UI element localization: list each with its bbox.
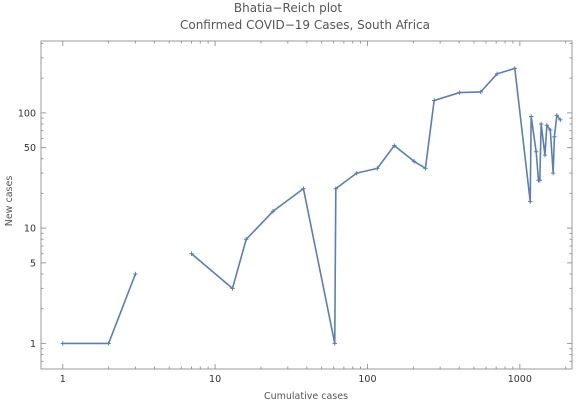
y-axis: 1 5 10 50 100 xyxy=(18,42,572,370)
data-point xyxy=(423,166,428,171)
series-layer xyxy=(60,66,563,346)
data-point xyxy=(558,117,563,123)
y-tick-label: 1 xyxy=(30,339,36,350)
data-point xyxy=(533,149,539,154)
x-tick-label: 1 xyxy=(60,374,66,385)
data-point xyxy=(552,134,557,139)
data-point xyxy=(431,98,437,103)
y-axis-label: New cases xyxy=(4,176,15,227)
data-point xyxy=(333,186,339,191)
data-point xyxy=(244,237,249,242)
data-point xyxy=(538,121,544,127)
x-axis: 1 10 100 1000 xyxy=(60,41,567,385)
data-point xyxy=(544,123,550,128)
y-tick-label: 5 xyxy=(30,258,36,269)
chart-subtitle: Confirmed COVID−19 Cases, South Africa xyxy=(180,18,430,32)
series-line xyxy=(62,273,137,345)
data-point xyxy=(230,286,235,291)
data-point xyxy=(512,66,518,71)
series-line xyxy=(190,67,561,345)
data-point xyxy=(332,341,337,346)
y-tick-label: 50 xyxy=(24,143,36,154)
x-tick-label: 1000 xyxy=(508,374,532,385)
data-point xyxy=(392,143,397,148)
data-point xyxy=(301,186,306,191)
data-point xyxy=(133,271,138,277)
data-point xyxy=(411,159,417,164)
data-point xyxy=(478,89,483,95)
data-point xyxy=(528,199,533,204)
data-point xyxy=(270,209,276,214)
data-point xyxy=(106,341,111,346)
data-point xyxy=(528,114,534,119)
data-point xyxy=(542,152,548,158)
y-tick-label: 10 xyxy=(24,224,36,235)
x-tick-label: 100 xyxy=(358,374,376,385)
x-axis-label: Cumulative cases xyxy=(264,391,348,402)
data-point xyxy=(354,170,359,176)
chart-title: Bhatia−Reich plot xyxy=(234,1,342,15)
data-point xyxy=(375,166,380,171)
data-point xyxy=(494,71,500,77)
data-point xyxy=(550,170,556,176)
data-point xyxy=(548,127,553,133)
data-point xyxy=(537,178,543,183)
data-point xyxy=(60,341,65,346)
data-point xyxy=(189,251,194,256)
y-tick-label: 100 xyxy=(18,108,36,119)
data-point xyxy=(554,113,560,118)
x-tick-label: 10 xyxy=(209,374,221,385)
data-point xyxy=(457,90,462,95)
